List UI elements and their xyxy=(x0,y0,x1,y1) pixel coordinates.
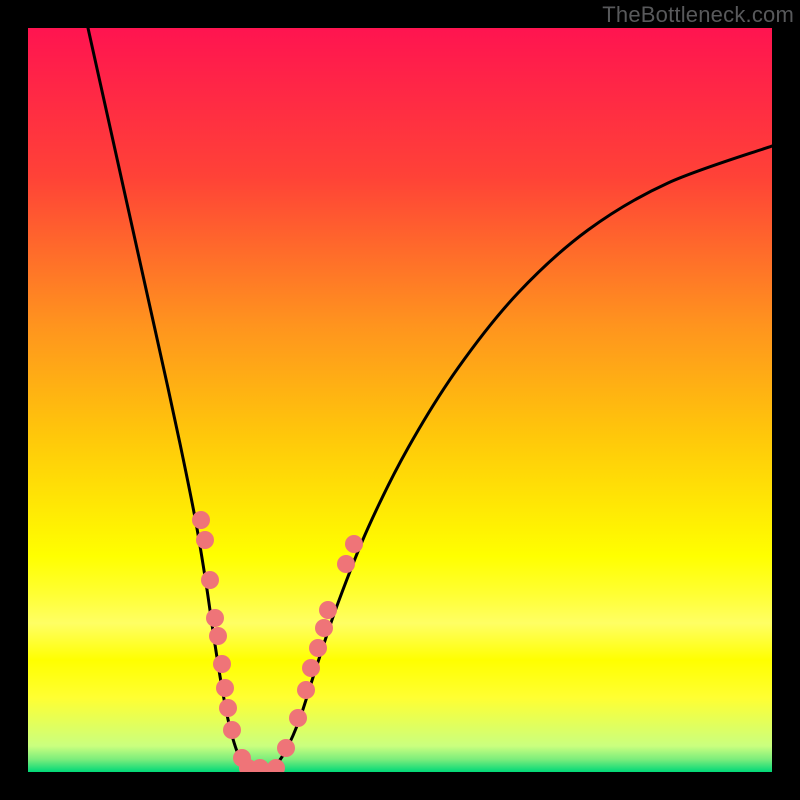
data-marker xyxy=(277,739,295,757)
data-marker xyxy=(206,609,224,627)
data-marker xyxy=(216,679,234,697)
data-marker xyxy=(289,709,307,727)
data-marker xyxy=(223,721,241,739)
gradient-background xyxy=(28,28,772,772)
data-marker xyxy=(309,639,327,657)
data-marker xyxy=(345,535,363,553)
data-marker xyxy=(209,627,227,645)
chart-container: TheBottleneck.com xyxy=(0,0,800,800)
data-marker xyxy=(201,571,219,589)
data-marker xyxy=(219,699,237,717)
data-marker xyxy=(337,555,355,573)
data-marker xyxy=(297,681,315,699)
data-marker xyxy=(213,655,231,673)
data-marker xyxy=(315,619,333,637)
data-marker xyxy=(196,531,214,549)
data-marker xyxy=(302,659,320,677)
watermark-text: TheBottleneck.com xyxy=(602,2,794,28)
plot-area xyxy=(28,28,772,772)
data-marker xyxy=(192,511,210,529)
data-marker xyxy=(319,601,337,619)
